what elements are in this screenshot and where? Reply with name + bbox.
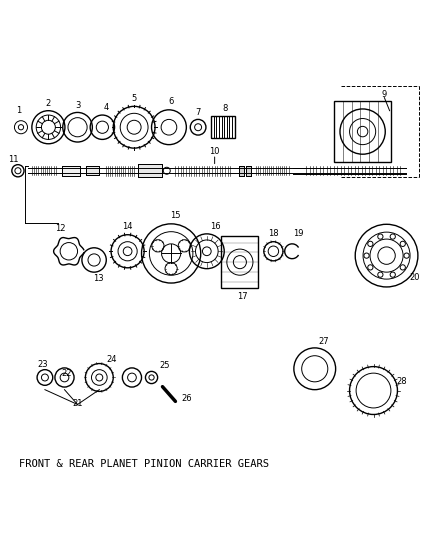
Text: 22: 22 bbox=[61, 369, 72, 377]
Text: 12: 12 bbox=[55, 224, 65, 233]
Text: 11: 11 bbox=[8, 156, 19, 164]
Text: 17: 17 bbox=[237, 293, 247, 302]
Text: 25: 25 bbox=[159, 361, 170, 370]
Bar bbox=[138, 164, 162, 177]
Circle shape bbox=[400, 241, 405, 246]
Text: 2: 2 bbox=[46, 99, 51, 108]
Bar bbox=[334, 101, 391, 162]
Text: 24: 24 bbox=[106, 354, 117, 364]
Text: 23: 23 bbox=[37, 360, 48, 369]
Text: 28: 28 bbox=[396, 377, 407, 386]
Text: 1: 1 bbox=[16, 106, 21, 115]
Circle shape bbox=[378, 234, 383, 239]
Circle shape bbox=[364, 253, 369, 258]
Circle shape bbox=[378, 272, 383, 277]
Text: 16: 16 bbox=[210, 222, 221, 231]
Circle shape bbox=[404, 253, 409, 258]
Text: 8: 8 bbox=[223, 104, 228, 114]
Text: 20: 20 bbox=[410, 273, 420, 282]
Circle shape bbox=[390, 272, 396, 277]
Circle shape bbox=[400, 265, 405, 270]
Text: 7: 7 bbox=[195, 108, 201, 117]
Text: 10: 10 bbox=[209, 147, 220, 156]
Text: 27: 27 bbox=[318, 337, 329, 346]
Bar bbox=[62, 166, 80, 176]
Text: FRONT & REAR PLANET PINION CARRIER GEARS: FRONT & REAR PLANET PINION CARRIER GEARS bbox=[19, 459, 269, 469]
Bar bbox=[239, 166, 244, 176]
Circle shape bbox=[368, 241, 373, 246]
Text: 18: 18 bbox=[268, 229, 279, 238]
Text: 19: 19 bbox=[293, 229, 304, 238]
Bar bbox=[221, 236, 258, 288]
Text: 14: 14 bbox=[122, 222, 133, 231]
Bar bbox=[246, 166, 251, 176]
Circle shape bbox=[368, 265, 373, 270]
Text: 4: 4 bbox=[104, 103, 110, 112]
Text: 21: 21 bbox=[72, 399, 83, 408]
Text: 6: 6 bbox=[169, 98, 174, 107]
Bar bbox=[138, 164, 162, 177]
Bar bbox=[62, 166, 80, 176]
Circle shape bbox=[390, 234, 396, 239]
Bar bbox=[86, 166, 99, 175]
Text: 15: 15 bbox=[170, 211, 181, 220]
Text: 5: 5 bbox=[131, 94, 137, 103]
Text: 3: 3 bbox=[75, 101, 80, 110]
Text: 13: 13 bbox=[93, 274, 104, 282]
Text: 26: 26 bbox=[181, 394, 192, 403]
Bar bbox=[211, 116, 235, 138]
Bar bbox=[86, 166, 99, 175]
Circle shape bbox=[163, 167, 170, 174]
Bar bbox=[246, 166, 251, 176]
Text: 9: 9 bbox=[382, 90, 387, 99]
Bar bbox=[239, 166, 244, 176]
